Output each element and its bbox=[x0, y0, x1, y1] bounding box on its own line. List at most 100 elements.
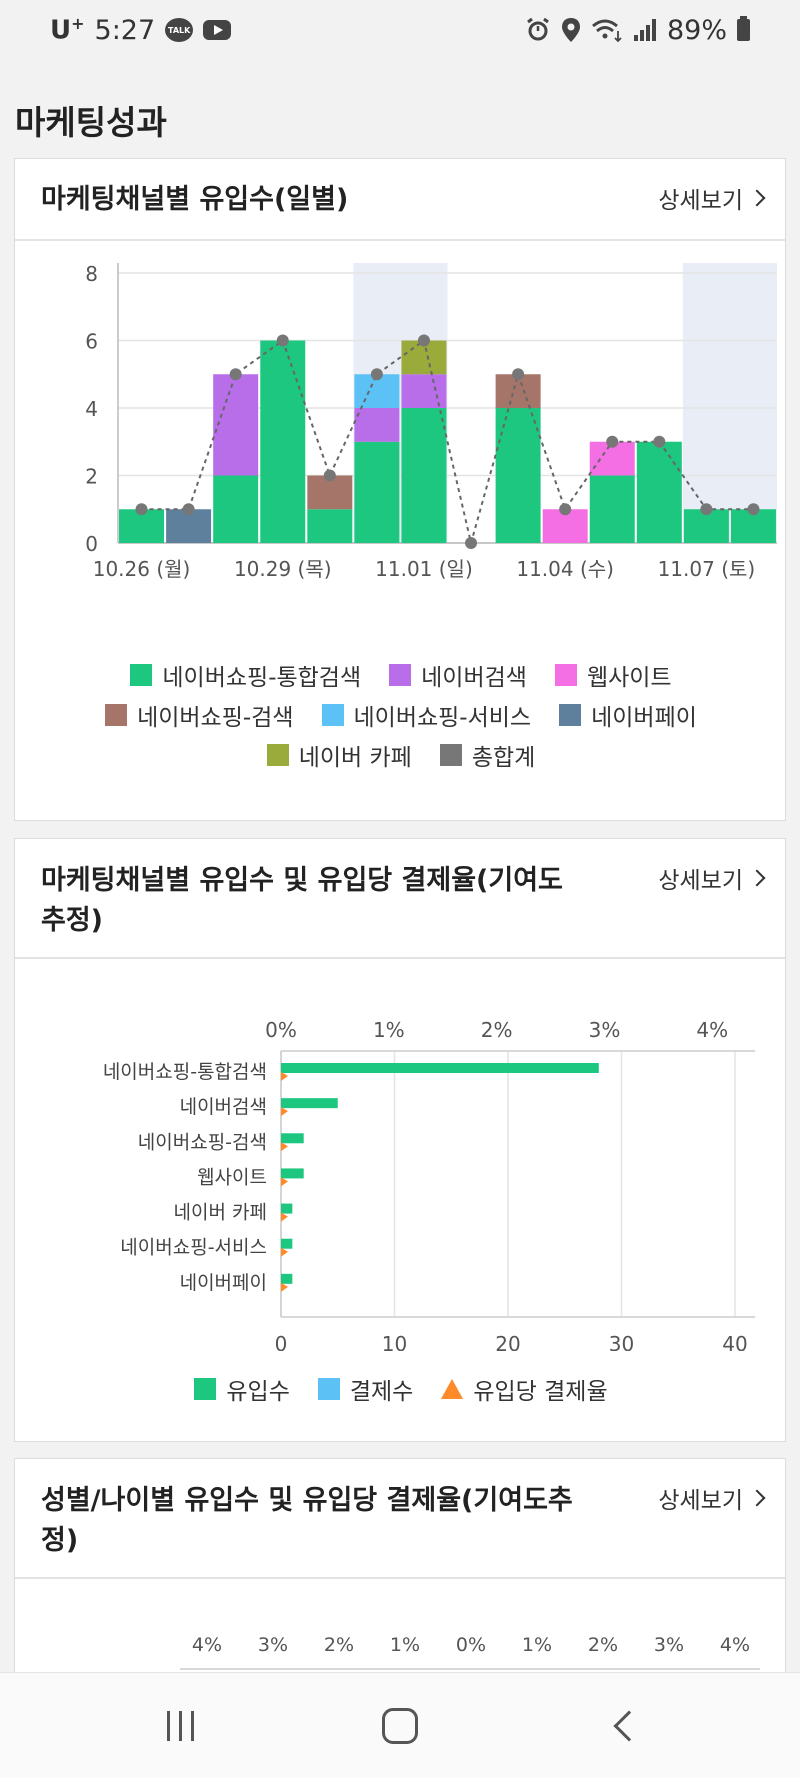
home-icon bbox=[382, 1708, 418, 1744]
legend-item[interactable]: 네이버쇼핑-통합검색 bbox=[130, 655, 361, 695]
legend-label: 총합계 bbox=[471, 745, 536, 771]
bar-segment bbox=[636, 441, 682, 543]
system-nav-bar bbox=[0, 1672, 800, 1778]
top-tick-label: 1% bbox=[522, 1634, 552, 1656]
legend-item[interactable]: 웹사이트 bbox=[554, 655, 672, 695]
legend-label: 네이버쇼핑-검색 bbox=[137, 705, 294, 731]
total-point bbox=[135, 503, 148, 516]
carrier-label: U+ bbox=[50, 14, 85, 46]
legend-label: 웹사이트 bbox=[586, 665, 672, 691]
legend-label: 결제수 bbox=[349, 1379, 414, 1405]
channel-conversion-chart: 0 10 20 30 40 0% 1% 2% 3% 4% 네이버쇼핑-통합검색네이버검색네이버쇼핑-… bbox=[103, 1018, 755, 1351]
top-tick-label: 0% bbox=[456, 1634, 486, 1656]
top-tick-label: 4% bbox=[696, 1018, 728, 1042]
total-line bbox=[141, 338, 754, 544]
bar-segment bbox=[401, 374, 447, 408]
top-tick-label: 4% bbox=[720, 1634, 750, 1656]
alarm-icon bbox=[527, 17, 549, 41]
card-header: 마케팅채널별 유입수 및 유입당 결제율(기여도 추정) 상세보기 bbox=[15, 839, 785, 959]
y-tick-label: 0 bbox=[85, 532, 98, 556]
legend-swatch bbox=[266, 744, 289, 766]
chevron-right-icon bbox=[748, 1489, 766, 1507]
x-tick-label: 10.29 (목) bbox=[234, 557, 332, 581]
detail-view-link[interactable]: 상세보기 bbox=[658, 181, 766, 215]
detail-view-link[interactable]: 상세보기 bbox=[658, 1481, 766, 1515]
top-tick-label: 1% bbox=[373, 1018, 405, 1042]
legend-item[interactable]: 유입당 결제율 bbox=[441, 1369, 608, 1409]
legend-item[interactable]: 결제수 bbox=[317, 1369, 414, 1409]
youtube-icon bbox=[203, 20, 232, 40]
legend-label: 네이버쇼핑-통합검색 bbox=[162, 665, 362, 691]
legend-item[interactable]: 총합계 bbox=[439, 735, 536, 775]
total-point bbox=[512, 368, 525, 381]
top-tick-label: 1% bbox=[390, 1634, 420, 1656]
conversion-marker bbox=[281, 1282, 288, 1292]
conversion-marker bbox=[281, 1177, 288, 1187]
daily-inflow-chart: 0 2 4 6 8 10.26 (월) 10.29 (목) 11.01 (일) 11.04 (수… bbox=[85, 262, 777, 581]
y-tick-label: 6 bbox=[85, 330, 98, 354]
recent-apps-button[interactable] bbox=[140, 1701, 220, 1751]
category-label: 웹사이트 bbox=[197, 1166, 267, 1188]
back-button[interactable] bbox=[585, 1701, 665, 1751]
home-button[interactable] bbox=[360, 1701, 440, 1751]
category-label: 네이버쇼핑-검색 bbox=[138, 1131, 267, 1153]
card-title-line2: 추정) bbox=[41, 905, 104, 936]
x-tick-label: 11.07 (토) bbox=[658, 557, 756, 581]
category-label: 네이버검색 bbox=[180, 1096, 267, 1118]
gender-age-card: 성별/나이별 유입수 및 유입당 결제율(기여도추 정) 상세보기 4% 3% 2%… bbox=[14, 1458, 786, 1698]
legend-swatch bbox=[194, 1378, 217, 1400]
card-header: 성별/나이별 유입수 및 유입당 결제율(기여도추 정) 상세보기 bbox=[15, 1459, 785, 1579]
x-tick-label: 0 bbox=[275, 1332, 288, 1351]
card-title: 마케팅채널별 유입수(일별) bbox=[41, 184, 349, 215]
detail-view-label: 상세보기 bbox=[658, 1488, 743, 1514]
category-label: 네이버페이 bbox=[180, 1272, 267, 1294]
card-title-line1: 성별/나이별 유입수 및 유입당 결제율(기여도추 bbox=[41, 1485, 573, 1516]
wifi-icon bbox=[592, 19, 622, 43]
legend-label: 네이버페이 bbox=[591, 705, 697, 731]
y-tick-label: 4 bbox=[85, 397, 98, 421]
card-header: 마케팅채널별 유입수(일별) 상세보기 bbox=[15, 159, 785, 241]
inflow-bar bbox=[281, 1098, 338, 1109]
conversion-marker bbox=[281, 1212, 288, 1222]
legend-item[interactable]: 네이버페이 bbox=[559, 695, 697, 735]
gender-age-chart: 4% 3% 2% 1% 0% 1% 2% 3% 4% bbox=[180, 1634, 760, 1670]
recent-apps-icon bbox=[166, 1711, 194, 1741]
legend-label: 네이버 카페 bbox=[298, 745, 412, 771]
x-tick-label: 11.04 (수) bbox=[516, 557, 614, 581]
top-tick-label: 2% bbox=[588, 1634, 618, 1656]
weekend-band bbox=[682, 263, 777, 543]
legend-item[interactable]: 유입수 bbox=[194, 1369, 290, 1409]
conversion-marker bbox=[281, 1247, 288, 1257]
top-tick-label: 4% bbox=[192, 1634, 222, 1656]
top-tick-label: 2% bbox=[324, 1634, 354, 1656]
total-point bbox=[747, 503, 760, 516]
bar-segment bbox=[213, 374, 259, 476]
signal-icon bbox=[633, 19, 656, 41]
inflow-bar bbox=[281, 1133, 304, 1144]
legend-item[interactable]: 네이버 카페 bbox=[266, 735, 412, 775]
category-label: 네이버쇼핑-서비스 bbox=[120, 1237, 267, 1259]
legend-item[interactable]: 네이버검색 bbox=[389, 655, 527, 695]
inflow-bar bbox=[281, 1273, 293, 1284]
legend-label: 유입수 bbox=[226, 1379, 290, 1405]
total-point bbox=[606, 435, 619, 448]
status-bar: U+ 5:27 TALK 89% bbox=[0, 0, 800, 60]
detail-view-link[interactable]: 상세보기 bbox=[658, 861, 766, 895]
inflow-bar bbox=[281, 1063, 599, 1073]
card-title-line1: 마케팅채널별 유입수 및 유입당 결제율(기여도 bbox=[41, 865, 563, 896]
legend-item[interactable]: 네이버쇼핑-서비스 bbox=[321, 695, 531, 735]
total-point bbox=[653, 435, 666, 448]
battery-icon bbox=[737, 16, 750, 41]
bar-segment bbox=[354, 441, 400, 543]
x-tick-label: 10 bbox=[382, 1332, 407, 1351]
x-tick-label: 20 bbox=[495, 1332, 520, 1351]
total-point bbox=[370, 368, 383, 381]
top-tick-label: 3% bbox=[654, 1634, 684, 1656]
legend-item[interactable]: 네이버쇼핑-검색 bbox=[105, 695, 294, 735]
legend-swatch bbox=[321, 704, 344, 726]
y-tick-label: 8 bbox=[85, 262, 98, 286]
chevron-right-icon bbox=[748, 869, 766, 887]
card-title: 성별/나이별 유입수 및 유입당 결제율(기여도추 정) bbox=[41, 1481, 573, 1561]
y-tick-label: 2 bbox=[85, 465, 98, 489]
